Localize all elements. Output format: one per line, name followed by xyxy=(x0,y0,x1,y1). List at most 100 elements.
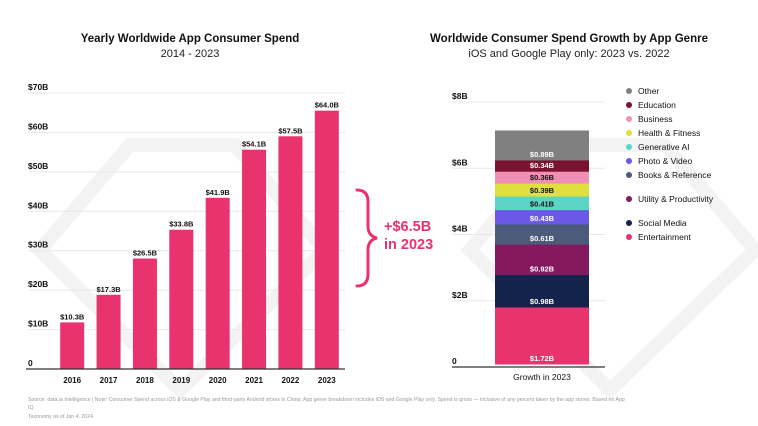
data-label: $54.1B xyxy=(242,140,267,149)
y-tick-label: $30B xyxy=(28,240,48,250)
x-tick-label: 2021 xyxy=(245,376,263,385)
left-chart-title: Yearly Worldwide App Consumer Spend xyxy=(80,33,300,45)
legend-swatch-icon xyxy=(626,130,632,136)
y-tick-label: 0 xyxy=(28,358,33,368)
x-tick-label: Growth in 2023 xyxy=(513,372,571,382)
legend-item: Education xyxy=(626,100,718,114)
x-tick-label: 2020 xyxy=(209,376,227,385)
right-chart-subtitle: iOS and Google Play only: 2023 vs. 2022 xyxy=(468,48,670,60)
stack-segment xyxy=(495,130,589,161)
source-footnote: Source: data.ai Intelligence | Note: Con… xyxy=(28,396,628,421)
x-tick-label: 2022 xyxy=(282,376,300,385)
growth-annotation-amount: +$6.5B xyxy=(384,219,432,235)
y-tick-label: $10B xyxy=(28,319,48,329)
segment-label: $0.34B xyxy=(530,161,555,170)
legend-label: Other xyxy=(638,86,660,96)
bar-2017 xyxy=(96,294,121,369)
y-tick-label: $70B xyxy=(28,82,48,92)
right-chart-title: Worldwide Consumer Spend Growth by App G… xyxy=(430,33,708,45)
y-tick-label: $6B xyxy=(452,157,468,167)
y-tick-label: $20B xyxy=(28,279,48,289)
legend-label: Entertainment xyxy=(638,232,691,242)
legend-item: Business xyxy=(626,114,718,128)
data-label: $41.9B xyxy=(206,188,231,197)
bar-2019 xyxy=(169,229,194,369)
stack-segment xyxy=(495,274,589,308)
legend-swatch-icon xyxy=(626,220,632,226)
left-bar-chart: 0 $10B $20B $30B $40B $50B $60B $70B $10.3B 2016 $… xyxy=(26,82,345,385)
legend-swatch-icon xyxy=(626,196,632,202)
stack-segment xyxy=(495,307,589,365)
bar-2022 xyxy=(278,136,303,369)
curly-brace xyxy=(355,188,378,288)
legend-swatch-icon xyxy=(626,234,632,240)
segment-label: $1.72B xyxy=(530,354,555,363)
segment-label: $0.39B xyxy=(530,186,555,195)
stack-segment xyxy=(495,244,589,276)
bar-2018 xyxy=(132,258,157,369)
segment-label: $0.92B xyxy=(530,265,555,274)
legend-swatch-icon xyxy=(626,102,632,108)
segment-label: $0.98B xyxy=(530,297,555,306)
bar-2016 xyxy=(60,322,85,369)
x-tick-label: 2018 xyxy=(136,376,154,385)
legend-label: Social Media xyxy=(638,218,687,228)
y-tick-label: $60B xyxy=(28,121,48,131)
legend-label: Business xyxy=(638,114,673,124)
footnote-line-1: Source: data.ai Intelligence | Note: Con… xyxy=(28,397,625,412)
x-tick-label: 2019 xyxy=(172,376,190,385)
bar-2020 xyxy=(205,197,230,369)
segment-label: $0.89B xyxy=(530,150,555,159)
legend-swatch-icon xyxy=(626,144,632,150)
stack-segment xyxy=(495,223,589,245)
legend-item: Generative AI xyxy=(626,142,718,156)
legend-label: Health & Fitness xyxy=(638,128,701,138)
stack-segment xyxy=(495,183,589,197)
stack-segment xyxy=(495,209,589,225)
y-tick-label: $40B xyxy=(28,200,48,210)
y-tick-label: $8B xyxy=(452,91,468,101)
data-label: $10.3B xyxy=(60,312,85,321)
legend-item: Other xyxy=(626,86,718,100)
y-tick-label: 0 xyxy=(452,356,457,366)
data-label: $57.5B xyxy=(278,126,303,135)
y-tick-label: $4B xyxy=(452,224,468,234)
genre-legend: Other Education Business Health & Fitness Ge… xyxy=(626,86,718,246)
legend-item: Social Media xyxy=(626,218,718,232)
y-tick-label: $50B xyxy=(28,161,48,171)
segment-label: $0.36B xyxy=(530,173,555,182)
data-label: $26.5B xyxy=(133,249,158,258)
x-tick-label: 2017 xyxy=(100,376,118,385)
growth-annotation-year: in 2023 xyxy=(384,237,434,254)
legend-swatch-icon xyxy=(626,88,632,94)
legend-item: Utility & Productivity xyxy=(626,194,718,218)
stack-segment xyxy=(495,171,589,184)
bar-2021 xyxy=(242,149,267,369)
legend-swatch-icon xyxy=(626,158,632,164)
legend-item: Entertainment xyxy=(626,232,718,246)
data-label: $64.0B xyxy=(315,101,340,110)
growth-annotation: +$6.5B in 2023 xyxy=(384,218,433,254)
x-tick-label: 2016 xyxy=(63,376,81,385)
bar-2023 xyxy=(314,110,339,370)
data-label: $33.8B xyxy=(169,220,194,229)
legend-item: Health & Fitness xyxy=(626,128,718,142)
data-label: $17.3B xyxy=(96,285,121,294)
left-chart-subtitle: 2014 - 2023 xyxy=(160,48,220,60)
legend-label: Photo & Video xyxy=(638,156,693,166)
segment-label: $0.41B xyxy=(530,200,555,209)
segment-label: $0.61B xyxy=(530,234,555,243)
y-tick-label: $2B xyxy=(452,290,468,300)
legend-item: Books & Reference xyxy=(626,170,718,194)
legend-label: Education xyxy=(638,100,676,110)
footnote-line-2: Taxonomy as of Jan 4, 2024. xyxy=(28,413,95,420)
legend-label: Books & Reference xyxy=(638,170,712,180)
stack-segment xyxy=(495,159,589,172)
legend-label: Generative AI xyxy=(638,142,690,152)
segment-label: $0.43B xyxy=(530,214,555,223)
right-stacked-chart: 0 $2B $4B $6B $8B $1.72B $0.98B $0.92B $0.61B $0.… xyxy=(452,91,605,382)
x-tick-label: 2023 xyxy=(318,376,336,385)
legend-swatch-icon xyxy=(626,172,632,178)
legend-item: Photo & Video xyxy=(626,156,718,170)
